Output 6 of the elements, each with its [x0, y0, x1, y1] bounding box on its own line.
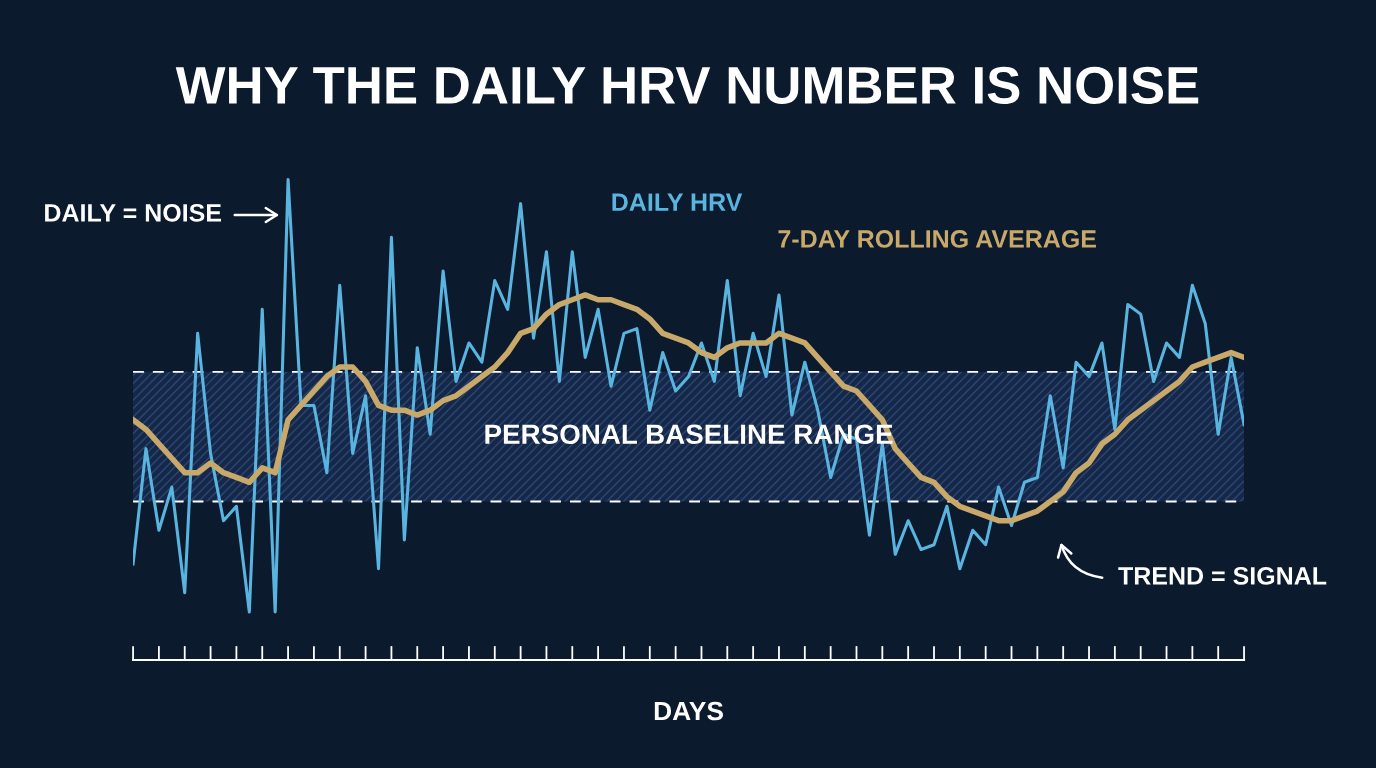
x-axis-title: DAYS — [654, 701, 723, 721]
annotation: DAILY = NOISE — [45, 204, 222, 222]
chart-title: WHY THE DAILY HRV NUMBER IS NOISE — [175, 66, 1199, 105]
text: 7-DAY ROLLING AVERAGE — [778, 230, 1096, 248]
text: DAILY HRV — [612, 193, 743, 211]
annotation: TREND = SIGNAL — [1118, 567, 1327, 585]
